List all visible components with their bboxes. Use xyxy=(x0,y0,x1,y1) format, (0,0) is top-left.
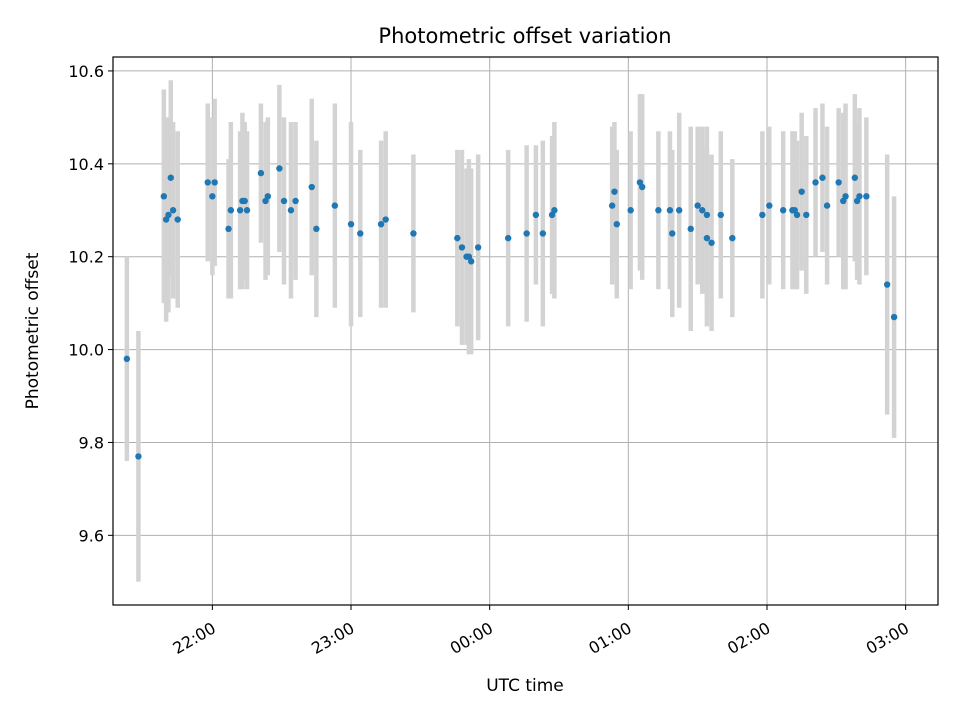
data-point xyxy=(883,281,891,288)
plot-frame xyxy=(112,56,939,606)
data-point xyxy=(204,179,211,186)
data-point xyxy=(243,207,251,214)
data-point xyxy=(523,230,530,237)
y-tick-label: 10.0 xyxy=(68,341,104,360)
data-point xyxy=(241,197,248,205)
data-point xyxy=(823,202,831,209)
data-point xyxy=(708,239,715,246)
data-point xyxy=(264,193,272,200)
chart-title: Photometric offset variation xyxy=(378,24,671,48)
data-point xyxy=(532,211,540,219)
data-point xyxy=(812,179,819,186)
data-point xyxy=(890,313,898,321)
data-point xyxy=(539,230,547,237)
x-axis-title: UTC time xyxy=(486,676,564,696)
data-point xyxy=(458,244,466,251)
data-point xyxy=(717,211,724,219)
data-point xyxy=(474,244,482,251)
data-point xyxy=(835,179,842,186)
data-point xyxy=(819,174,826,181)
data-point xyxy=(687,225,694,233)
data-point xyxy=(779,207,787,214)
data-point xyxy=(608,202,616,209)
data-point xyxy=(803,211,810,219)
data-point xyxy=(123,355,131,363)
data-point xyxy=(627,207,634,214)
data-point xyxy=(793,211,801,219)
data-point xyxy=(694,202,701,209)
data-point xyxy=(280,197,288,205)
data-point xyxy=(666,207,674,214)
data-point xyxy=(851,174,859,181)
data-point xyxy=(699,207,706,214)
data-point xyxy=(165,211,172,219)
data-point xyxy=(357,230,364,237)
data-point xyxy=(169,207,177,214)
y-tick-label: 10.6 xyxy=(68,62,104,81)
data-point xyxy=(160,193,168,200)
data-point xyxy=(276,165,283,172)
data-point xyxy=(377,220,385,228)
y-tick-label: 9.6 xyxy=(79,526,104,545)
data-point xyxy=(703,234,711,242)
data-point xyxy=(257,169,265,177)
data-point xyxy=(798,188,805,195)
data-point xyxy=(703,211,711,219)
data-point xyxy=(611,188,618,195)
data-point xyxy=(766,202,773,209)
data-point xyxy=(287,207,295,214)
data-point xyxy=(382,216,389,223)
data-point xyxy=(167,174,174,181)
data-point xyxy=(308,183,315,191)
data-point xyxy=(669,230,676,237)
data-point xyxy=(842,193,849,200)
data-point xyxy=(331,202,339,209)
data-point xyxy=(174,216,181,223)
data-point xyxy=(655,207,662,214)
y-tick-label: 10.4 xyxy=(68,155,104,174)
data-point xyxy=(639,183,646,191)
data-point xyxy=(225,225,232,233)
data-point xyxy=(613,220,620,228)
y-tick-label: 9.8 xyxy=(79,433,104,452)
data-point xyxy=(209,193,216,200)
data-point xyxy=(347,220,355,228)
y-axis-title: Photometric offset xyxy=(23,252,43,409)
data-point xyxy=(454,234,461,242)
data-point xyxy=(551,207,558,214)
data-point xyxy=(313,225,320,233)
data-point xyxy=(211,179,218,186)
data-point xyxy=(236,207,244,214)
data-point xyxy=(729,234,736,242)
data-point xyxy=(675,207,683,214)
data-point xyxy=(292,197,299,205)
data-point xyxy=(135,453,142,460)
point-layer xyxy=(123,165,898,460)
data-point xyxy=(410,230,417,237)
data-point xyxy=(227,207,235,214)
data-point xyxy=(504,234,512,242)
y-tick-label: 10.2 xyxy=(68,248,104,267)
data-point xyxy=(467,258,475,265)
data-point xyxy=(856,193,863,200)
data-point xyxy=(863,193,870,200)
data-point xyxy=(759,211,766,219)
